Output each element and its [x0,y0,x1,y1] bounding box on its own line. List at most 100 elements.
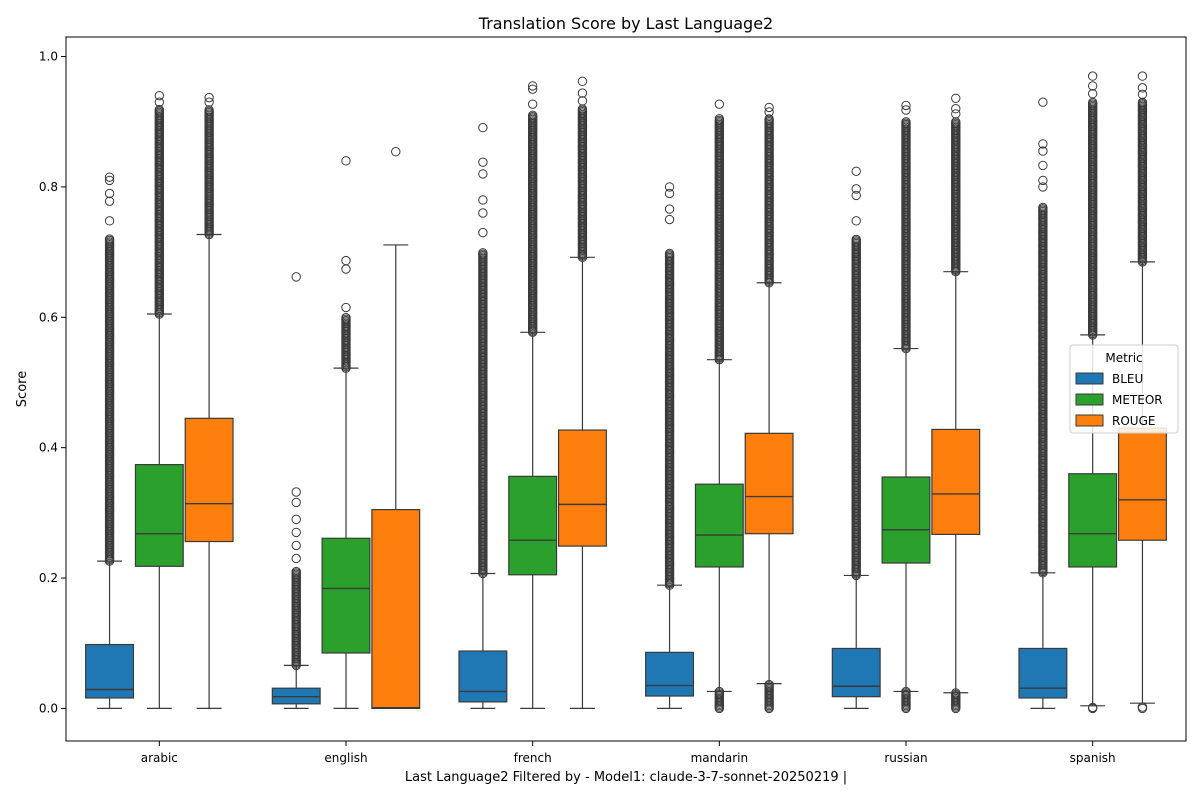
flier [391,147,401,157]
box-bleu-mandarin [645,182,695,710]
flier [851,184,861,194]
y-tick-label: 0.4 [39,441,58,455]
flier [851,234,861,245]
flier [714,114,725,124]
y-axis: 0.0 0.2 0.4 0.6 0.8 1.0 [39,50,66,715]
flier [478,195,488,205]
flier [291,566,301,577]
flier [764,102,774,113]
y-tick-label: 1.0 [39,50,58,64]
flier [901,100,911,111]
flier [577,76,588,87]
flier [1038,139,1048,149]
flier [104,196,115,206]
flier [104,234,115,244]
box-rouge-english [371,147,421,710]
box [557,429,607,547]
flier [478,208,488,218]
box [508,475,558,576]
flier [527,99,538,109]
legend-label-rouge: ROUGE [1112,414,1155,428]
y-axis-label: Score [15,371,30,407]
flier [291,497,301,508]
x-tick-label: english [324,751,367,765]
flier [341,264,351,274]
flier [1087,71,1098,81]
box [1117,427,1167,541]
box-meteor-french [508,81,558,710]
box-bleu-spanish [1018,97,1068,710]
x-tick-label: mandarin [691,751,749,765]
flier [154,104,165,115]
flier [764,114,774,124]
box [931,428,981,535]
box [184,417,234,543]
box [1068,473,1118,568]
flier [478,122,488,133]
flier [664,188,675,199]
flier [154,90,165,101]
box-meteor-arabic [134,90,184,710]
flier [291,514,301,525]
flier [291,272,301,282]
flier [714,99,725,109]
flier [901,117,911,127]
legend-swatch-meteor [1075,393,1104,406]
flier [851,216,861,226]
box [321,537,371,654]
flier [104,216,115,226]
flier [104,188,115,199]
flier [577,96,588,106]
flier [851,190,861,201]
flier [1137,83,1148,93]
flier [577,88,588,98]
legend-swatch-rouge [1075,414,1104,427]
box-meteor-english [321,156,371,710]
flier [204,105,214,115]
flier [901,105,911,115]
legend-swatch-bleu [1075,372,1104,385]
flier [1087,89,1098,99]
chart-title: Translation Score by Last Language2 [478,14,773,33]
flier [1137,71,1148,81]
box [458,650,508,703]
box [1018,647,1068,699]
flier [951,109,961,119]
box [831,647,881,698]
flier [478,157,488,167]
flier [291,527,301,538]
x-tick-label: arabic [141,751,178,765]
flier [341,156,351,166]
x-tick-label: french [514,751,552,765]
flier [1038,175,1048,186]
flier [341,302,351,313]
y-tick-label: 0.6 [39,310,58,324]
y-tick-label: 0.0 [39,701,58,715]
legend-frame [1069,344,1179,434]
legend-label-bleu: BLEU [1112,372,1143,386]
x-axis: arabic english french mandarin russian spanis… [141,741,1116,765]
flier [664,204,675,214]
flier [104,172,115,182]
plot-frame [65,36,1187,742]
x-axis-label: Last Language2 Filtered by - Model1: cla… [405,770,847,785]
box-rouge-french [557,76,607,710]
box-rouge-arabic [184,92,234,710]
flier [951,93,961,103]
legend-label-meteor: METEOR [1112,393,1163,407]
legend-title: Metric [1105,351,1142,365]
legend: Metric BLEU METEOR ROUGE [1069,344,1179,434]
flier [478,227,488,238]
flier [291,540,301,551]
flier [341,313,351,323]
flier [764,107,774,117]
x-tick-label: russian [884,751,927,765]
flier [291,487,301,497]
flier [341,255,351,266]
box [744,432,794,535]
flier [154,97,165,107]
box [881,476,931,564]
box-rouge-mandarin [744,102,794,714]
box-meteor-russian [881,100,931,714]
